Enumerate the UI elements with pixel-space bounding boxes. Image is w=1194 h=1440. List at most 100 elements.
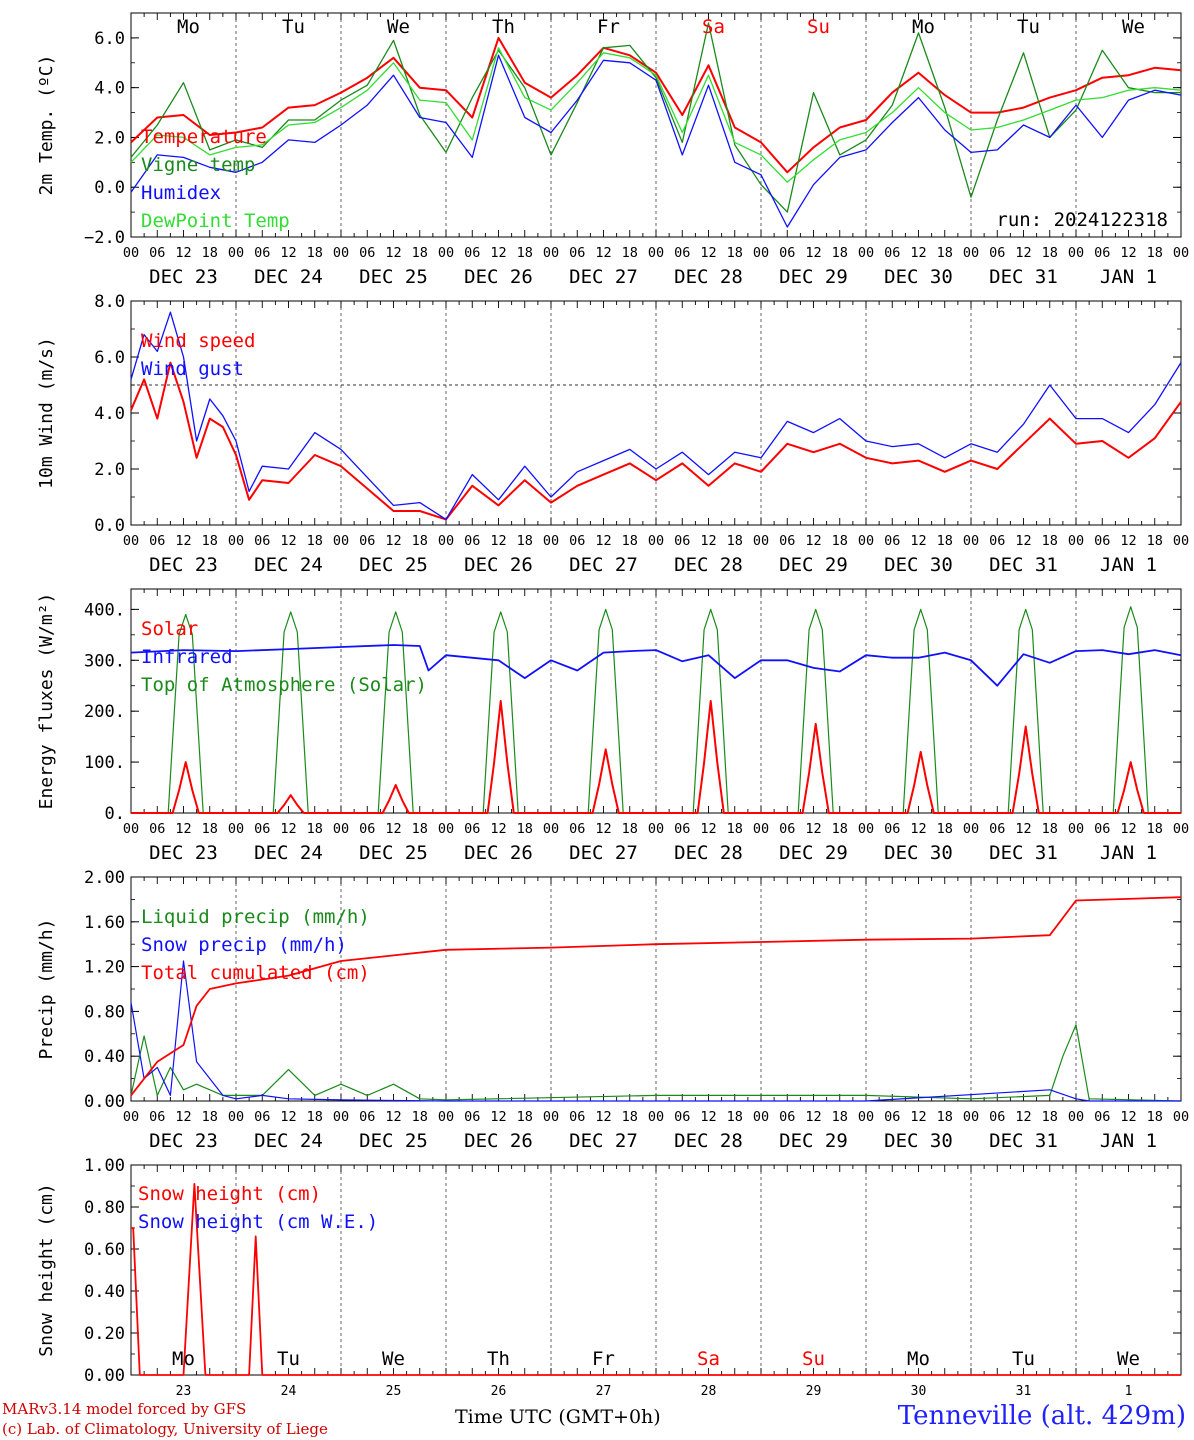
x-hour-label: 06 xyxy=(149,533,165,549)
x-hour-label: 06 xyxy=(674,533,690,549)
x-hour-label: 12 xyxy=(280,245,296,261)
x-hour-label: 12 xyxy=(805,533,821,549)
weekday-label: We xyxy=(1117,1348,1140,1370)
x-date-label: DEC 29 xyxy=(779,1130,848,1152)
x-hour-label: 06 xyxy=(464,533,480,549)
x-hour-label: 18 xyxy=(832,821,848,837)
x-hour-label: 18 xyxy=(202,245,218,261)
x-hour-label: 18 xyxy=(937,533,953,549)
x-hour-label: 00 xyxy=(333,533,349,549)
x-hour-label: 18 xyxy=(937,245,953,261)
x-date-label: DEC 31 xyxy=(989,266,1058,288)
x-hour-label: 12 xyxy=(490,821,506,837)
weekday-label: We xyxy=(1122,16,1145,38)
x-hour-label: 06 xyxy=(779,1109,795,1125)
x-hour-label: 12 xyxy=(700,245,716,261)
x-hour-label: 00 xyxy=(438,245,454,261)
x-day-number: 30 xyxy=(911,1384,927,1399)
model-credit: MARv3.14 model forced by GFS xyxy=(2,1400,247,1418)
x-hour-label: 00 xyxy=(1068,821,1084,837)
series-line-temperature xyxy=(130,36,1182,174)
x-hour-label: 06 xyxy=(1094,1109,1110,1125)
x-date-label: JAN 1 xyxy=(1100,554,1157,576)
x-hour-label: 18 xyxy=(412,1109,428,1125)
x-date-label: DEC 31 xyxy=(989,554,1058,576)
x-hour-label: 06 xyxy=(149,821,165,837)
x-hour-label: 18 xyxy=(937,1109,953,1125)
y-axis-label: Energy fluxes (W/m²) xyxy=(36,593,57,810)
x-date-label: DEC 23 xyxy=(149,554,218,576)
series-line-snow-precip-mm-h xyxy=(130,960,1181,1102)
weekday-label: Th xyxy=(492,16,515,38)
series-line-wind-speed xyxy=(130,361,1182,521)
x-date-label: JAN 1 xyxy=(1100,1130,1157,1152)
x-hour-label: 12 xyxy=(1120,1109,1136,1125)
y-tick-label: 0.60 xyxy=(84,1240,125,1260)
y-tick-label: 0.20 xyxy=(84,1324,125,1344)
x-hour-label: 06 xyxy=(779,533,795,549)
x-hour-label: 00 xyxy=(963,245,979,261)
x-hour-label: 18 xyxy=(1042,245,1058,261)
x-hour-label: 12 xyxy=(175,533,191,549)
series-line-total-cumulated-cm xyxy=(130,896,1182,1096)
x-date-label: DEC 24 xyxy=(254,266,323,288)
y-tick-label: 0.0 xyxy=(94,516,125,536)
x-hour-label: 18 xyxy=(1147,533,1163,549)
y-tick-label: 6.0 xyxy=(94,29,125,49)
x-hour-label: 00 xyxy=(1173,533,1189,549)
y-tick-label: 2.00 xyxy=(84,868,125,888)
x-date-label: JAN 1 xyxy=(1100,842,1157,864)
weekday-label: Mo xyxy=(912,16,935,38)
x-date-label: DEC 28 xyxy=(674,266,743,288)
series-line-humidex xyxy=(130,54,1182,228)
x-hour-label: 06 xyxy=(989,245,1005,261)
y-axis-label: 10m Wind (m/s) xyxy=(36,337,57,489)
x-hour-label: 18 xyxy=(412,245,428,261)
x-hour-label: 18 xyxy=(1042,821,1058,837)
series-line-liquid-precip-mm-h xyxy=(130,1024,1182,1102)
series-line-wind-gust xyxy=(130,311,1182,521)
weekday-label: Fr xyxy=(597,16,620,38)
legend-dewpoint-temp: DewPoint Temp xyxy=(141,210,290,232)
x-date-label: DEC 30 xyxy=(884,842,953,864)
weekday-label: We xyxy=(382,1348,405,1370)
x-hour-label: 06 xyxy=(674,245,690,261)
weekday-label: Fr xyxy=(592,1348,615,1370)
x-hour-label: 06 xyxy=(989,1109,1005,1125)
x-axis-title: Time UTC (GMT+0h) xyxy=(455,1406,661,1428)
x-hour-label: 06 xyxy=(1094,533,1110,549)
x-date-label: DEC 26 xyxy=(464,1130,533,1152)
panel-3-frame xyxy=(130,588,1182,814)
x-day-number: 29 xyxy=(806,1384,822,1399)
x-hour-label: 06 xyxy=(1094,245,1110,261)
x-hour-label: 12 xyxy=(1120,821,1136,837)
x-hour-label: 00 xyxy=(1173,1109,1189,1125)
x-hour-label: 00 xyxy=(438,533,454,549)
x-hour-label: 06 xyxy=(569,533,585,549)
x-hour-label: 06 xyxy=(989,533,1005,549)
y-tick-label: 0.80 xyxy=(84,1198,125,1218)
x-hour-label: 18 xyxy=(1042,533,1058,549)
x-hour-label: 12 xyxy=(175,245,191,261)
series-line-dewpoint-temp xyxy=(130,47,1182,183)
x-hour-label: 00 xyxy=(858,821,874,837)
x-hour-label: 06 xyxy=(674,821,690,837)
y-tick-label: 4.0 xyxy=(94,404,125,424)
x-hour-label: 00 xyxy=(858,1109,874,1125)
x-hour-label: 12 xyxy=(910,821,926,837)
x-hour-label: 12 xyxy=(1015,821,1031,837)
weekday-label: Tu xyxy=(1012,1348,1035,1370)
x-date-label: JAN 1 xyxy=(1100,266,1157,288)
y-tick-label: 300. xyxy=(84,651,125,671)
x-hour-label: 06 xyxy=(569,1109,585,1125)
x-hour-label: 18 xyxy=(517,821,533,837)
legend-wind-speed: Wind speed xyxy=(141,330,255,352)
legend-top-of-atmosphere-solar: Top of Atmosphere (Solar) xyxy=(141,674,427,696)
weekday-label: Mo xyxy=(172,1348,195,1370)
x-hour-label: 00 xyxy=(648,533,664,549)
x-hour-label: 00 xyxy=(753,821,769,837)
series-line-solar xyxy=(131,700,1181,814)
weekday-label: Tu xyxy=(277,1348,300,1370)
x-hour-label: 12 xyxy=(910,1109,926,1125)
x-hour-label: 18 xyxy=(727,245,743,261)
